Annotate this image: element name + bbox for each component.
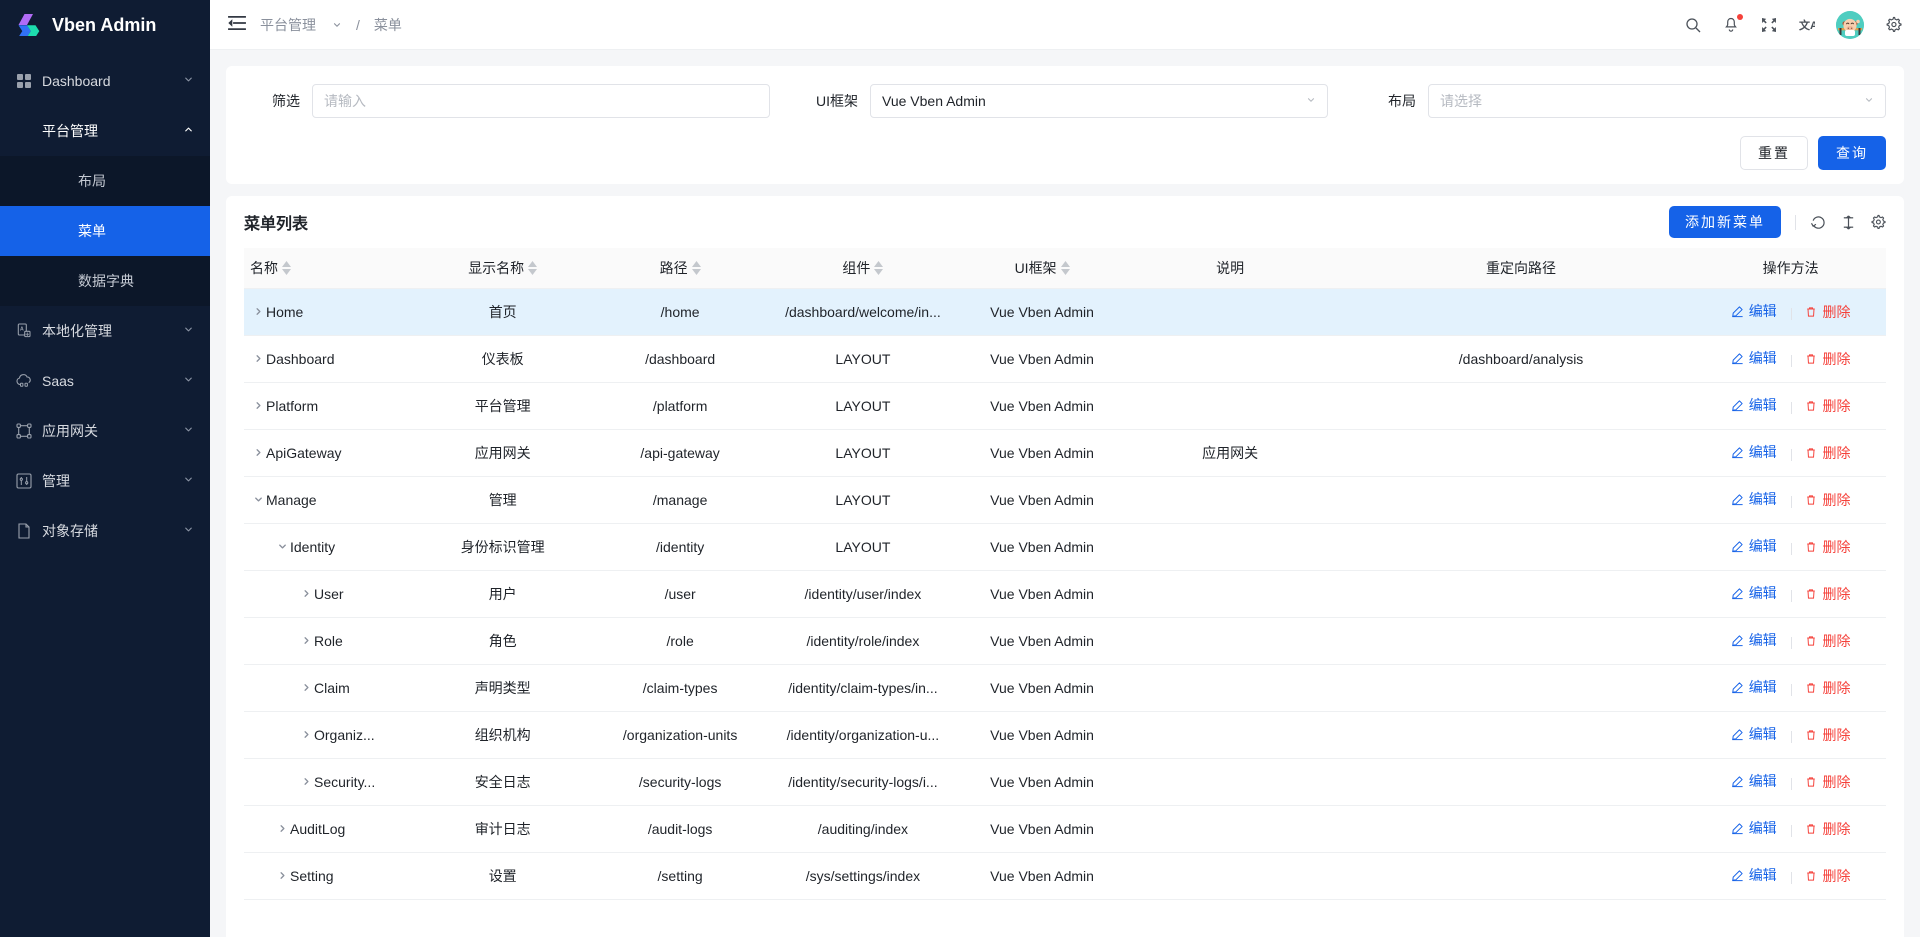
svg-text:A: A — [20, 326, 24, 332]
svg-text:文A: 文A — [1799, 18, 1815, 32]
